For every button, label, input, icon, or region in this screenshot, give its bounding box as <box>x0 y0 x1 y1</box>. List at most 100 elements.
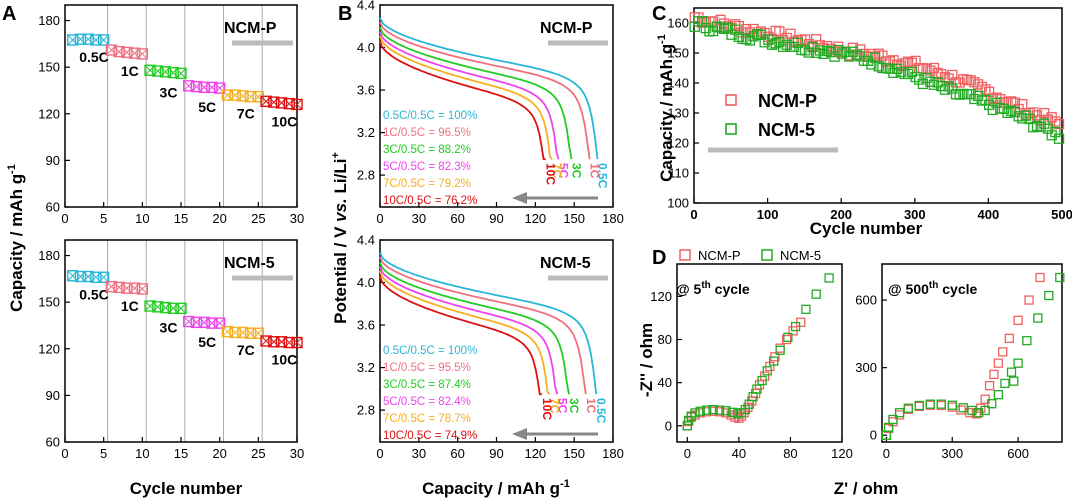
panel-d-left-y-tick-label-3: 120 <box>650 289 672 304</box>
panel-a-bottom-point-0-0 <box>67 270 79 282</box>
panel-c-point-1-191 <box>829 51 840 62</box>
panel-c-point-1-31 <box>711 21 722 32</box>
panel-a-top-y-tick-label-3: 150 <box>38 60 60 75</box>
panel-b-bottom-x-tick-label-1: 30 <box>412 446 426 461</box>
panel-a-bottom-point-4-0 <box>221 325 234 338</box>
panel-c-point-1-141 <box>792 37 803 49</box>
panel-d-left-point-1-3 <box>690 408 700 418</box>
panel-a-top-point-2-2 <box>159 66 172 78</box>
panel-b-bottom-x-tick-label-5: 150 <box>563 446 585 461</box>
panel-a-bottom-point-4-4 <box>252 327 265 339</box>
panel-c-point-1-156 <box>803 47 814 58</box>
panel-d-right-point-1-19 <box>1022 335 1032 346</box>
panel-d-left-point-1-15 <box>752 384 762 394</box>
panel-d-left-x-tick-label-2: 80 <box>783 446 797 461</box>
panel-d-left-y-tick-label-2: 80 <box>658 332 672 347</box>
panel-a-bottom-point-1-1 <box>113 281 125 294</box>
panel-d-left-point-1-18 <box>769 356 779 366</box>
panel-d-right-x-tick-label-1: 300 <box>941 446 963 461</box>
panel-d-right-point-1-15 <box>1000 378 1010 389</box>
panel-d-left-point-1-5 <box>701 405 712 415</box>
panel-b-bottom-curve-label-5: 10C <box>540 398 554 420</box>
panel-c-point-0-396 <box>980 84 991 95</box>
panel-a-bottom-point-1-3 <box>128 282 141 294</box>
panel-d-y-axis-title: -Z'' / ohm <box>637 323 656 397</box>
panel-a-bottom-point-2-1 <box>152 301 164 313</box>
panel-c-point-1-71 <box>741 34 752 45</box>
panel-c-point-1-486 <box>1046 130 1057 141</box>
panel-d-right-point-0-17 <box>998 347 1008 357</box>
panel-d-left-y-tick-label-0: 0 <box>665 418 672 433</box>
panel-c-point-0-241 <box>866 48 877 60</box>
panel-a-top-point-2-4 <box>175 67 187 80</box>
panel-a-bottom-x-tick-label-3: 15 <box>174 446 188 461</box>
panel-c-point-0-231 <box>858 48 870 60</box>
panel-b-bottom-plot: 0 30 60 90 120 150 180 2.8 3.2 3.6 4.0 4.4 0.5C/0.5C… <box>357 233 624 462</box>
panel-c-point-1-111 <box>770 38 781 49</box>
panel-d-left-frame <box>676 263 843 443</box>
panel-c-point-1-326 <box>928 79 940 90</box>
panel-a-top-point-3-2 <box>198 81 210 94</box>
panel-b-top-curve-label-4: 7C <box>550 163 564 179</box>
panel-a-bottom-x-tick-label-6: 30 <box>290 446 304 461</box>
panel-d-right-point-0-16 <box>993 358 1003 368</box>
panel-c-point-0-361 <box>954 77 965 88</box>
panel-d-right-point-0-9 <box>956 405 966 415</box>
panel-c-x-tick-label-0: 0 <box>690 207 697 222</box>
panel-c-point-1-161 <box>807 41 818 53</box>
panel-a-bottom-sample-label: NCM-5 <box>224 255 275 272</box>
panel-d-x-axis-title: Z' / ohm <box>834 479 898 498</box>
legend-marker-ncm-p <box>725 94 737 106</box>
panel-d-right-point-0-15 <box>989 369 999 380</box>
panel-d-legend-marker-ncm-5 <box>761 249 773 261</box>
panel-c-x-tick-label-4: 400 <box>978 207 1000 222</box>
panel-a-bottom-point-5-2 <box>275 336 288 348</box>
panel-d-left-point-1-24 <box>824 273 834 283</box>
panel-a-bottom-point-4-3 <box>244 327 257 339</box>
panel-a-top-point-2-1 <box>152 65 164 77</box>
panel-b-top-y-tick-label-1: 3.2 <box>357 125 375 140</box>
panel-b-bottom-curve-label-2: 3C <box>567 398 581 414</box>
panel-c-point-0-256 <box>877 50 888 61</box>
panel-b-top-x-tick-label-6: 180 <box>602 211 624 226</box>
panel-d-right-plot: 0 300 600 0 300 600 <box>855 263 1065 461</box>
panel-c-point-1-16 <box>700 22 711 34</box>
panel-a-bottom-point-cross-2-4 <box>175 303 187 314</box>
panel-d-right-point-1-3 <box>894 408 905 418</box>
panel-d-left-note: @ 5th cycle <box>676 280 750 297</box>
panel-d-left-y-tick-label-1: 40 <box>658 375 672 390</box>
panel-c-point-1-406 <box>987 104 998 116</box>
panel-a-bottom-point-4-1 <box>229 326 241 339</box>
panel-c-x-tick-label-2: 200 <box>830 207 852 222</box>
panel-c-point-1-56 <box>730 24 741 35</box>
panel-a-top-rate-label-3: 5C <box>198 99 216 115</box>
panel-d-left-point-1-22 <box>801 304 811 314</box>
panel-d-legend-label-ncm-p: NCM-P <box>698 248 741 263</box>
panel-a-top-x-tick-label-6: 30 <box>290 211 304 226</box>
panel-a-bottom-point-2-3 <box>167 302 179 315</box>
panel-a-bottom-point-cross-3-3 <box>206 317 218 329</box>
panel-c-point-0-131 <box>785 28 796 39</box>
panel-a-top-point-5-3 <box>283 97 295 110</box>
panel-b-y-axis-title: Potential / V vs. Li/Li+ <box>330 152 350 324</box>
panel-a-y-axis-title: Capacity / mAh g-1 <box>6 164 26 312</box>
panel-b-top-retention-0: 0.5C/0.5C = 100% <box>383 110 477 122</box>
panel-a-top-point-0-3 <box>90 34 102 46</box>
panel-a-bottom-point-1-2 <box>121 282 133 294</box>
panel-a-bottom-point-cross-0-1 <box>75 271 86 282</box>
panel-c-point-0-456 <box>1024 107 1035 119</box>
panel-d-right-point-0-21 <box>1035 272 1045 283</box>
panel-c-y-tick-label-3: 130 <box>667 106 689 121</box>
panel-c-point-1-166 <box>811 47 822 59</box>
panel-c-point-0-81 <box>748 23 759 35</box>
panel-d-right-point-1-18 <box>1013 358 1023 368</box>
panel-letter-a: A <box>2 3 16 25</box>
panel-a-bottom-point-3-2 <box>198 316 210 329</box>
panel-d-left-point-1-16 <box>757 375 767 386</box>
panel-c-point-1-471 <box>1035 121 1046 133</box>
panel-c-point-1-446 <box>1017 113 1028 124</box>
panel-a-top-point-0-0 <box>67 34 79 46</box>
panel-a-bottom-point-3-3 <box>206 317 218 329</box>
panel-d-right-y-tick-label-1: 300 <box>855 360 877 375</box>
panel-a-top-rate-label-2: 3C <box>160 84 178 100</box>
